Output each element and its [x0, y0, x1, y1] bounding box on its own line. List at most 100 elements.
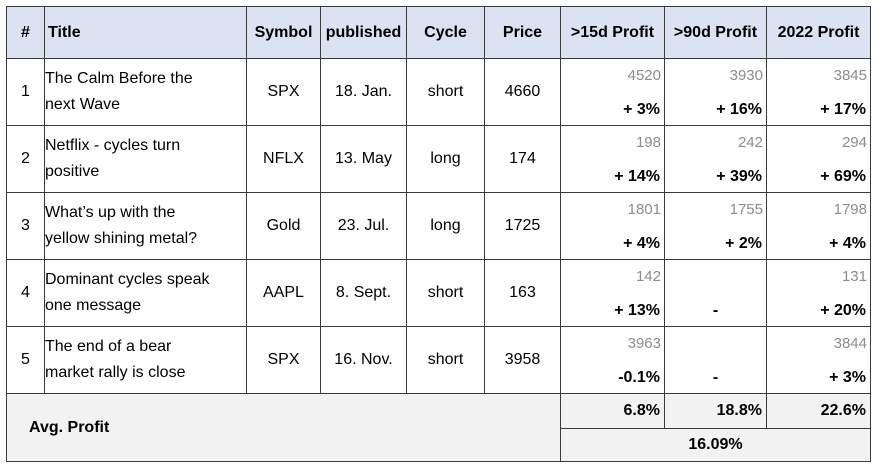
- profit-15d-cell: 198 + 14%: [560, 125, 665, 193]
- row-price: 4660: [484, 58, 561, 126]
- row-title: Dominant cycles speak one message: [44, 259, 247, 327]
- row-price: 1725: [484, 192, 561, 260]
- profit-value: + 17%: [820, 101, 866, 118]
- row-cycle: short: [406, 58, 485, 126]
- profit-value: + 16%: [716, 101, 762, 118]
- header-price: Price: [484, 6, 561, 59]
- reference-price: 3844: [833, 335, 867, 352]
- table-row: 2 Netflix - cycles turn positive NFLX 13.…: [6, 125, 871, 193]
- row-title: The end of a bear market rally is close: [44, 326, 247, 394]
- row-number: 4: [6, 259, 45, 327]
- reference-price: 142: [635, 268, 661, 285]
- reference-price: 242: [737, 134, 763, 151]
- header-profit-90d: >90d Profit: [664, 6, 767, 59]
- reference-price: 3963: [627, 335, 661, 352]
- row-title: The Calm Before the next Wave: [44, 58, 247, 126]
- header-row: # Title Symbol published Cycle Price >15…: [6, 6, 871, 59]
- row-symbol: SPX: [246, 326, 321, 394]
- profit-value: -: [712, 369, 719, 386]
- profit-value: + 2%: [725, 235, 762, 252]
- title-line: positive: [45, 163, 100, 180]
- profit-value: -0.1%: [618, 369, 660, 386]
- profit-value: + 20%: [820, 302, 866, 319]
- row-title: What’s up with the yellow shining metal?: [44, 192, 247, 260]
- row-symbol: Gold: [246, 192, 321, 260]
- reference-price: 3930: [729, 67, 763, 84]
- reference-price: [666, 328, 766, 354]
- header-symbol: Symbol: [246, 6, 321, 59]
- reference-price: 198: [635, 134, 661, 151]
- profit-2022-cell: 1798 + 4%: [766, 192, 871, 260]
- profit-value: + 13%: [614, 302, 660, 319]
- reference-price: 131: [841, 268, 867, 285]
- reference-price: [666, 261, 766, 287]
- reference-price: 1798: [833, 201, 867, 218]
- profit-90d-cell: -: [664, 326, 767, 394]
- title-line: The Calm Before the: [45, 70, 193, 87]
- header-published: published: [320, 6, 407, 59]
- row-cycle: short: [406, 326, 485, 394]
- row-number: 1: [6, 58, 45, 126]
- profit-15d-cell: 4520 + 3%: [560, 58, 665, 126]
- row-cycle: short: [406, 259, 485, 327]
- profit-2022-cell: 3844 + 3%: [766, 326, 871, 394]
- reference-price: 4520: [627, 67, 661, 84]
- profit-2022-cell: 131 + 20%: [766, 259, 871, 327]
- profit-value: + 4%: [829, 235, 866, 252]
- title-line: The end of a bear: [45, 338, 172, 355]
- table-row: 1 The Calm Before the next Wave SPX 18. J…: [6, 58, 871, 126]
- profit-value: -: [712, 302, 719, 319]
- row-cycle: long: [406, 192, 485, 260]
- row-symbol: SPX: [246, 58, 321, 126]
- row-number: 5: [6, 326, 45, 394]
- row-cycle: long: [406, 125, 485, 193]
- title-line: next Wave: [45, 96, 121, 113]
- profit-2022-cell: 3845 + 17%: [766, 58, 871, 126]
- table-row: 5 The end of a bear market rally is close…: [6, 326, 871, 394]
- row-published: 13. May: [320, 125, 407, 193]
- row-price: 163: [484, 259, 561, 327]
- row-price: 3958: [484, 326, 561, 394]
- profit-90d-cell: 242 + 39%: [664, 125, 767, 193]
- profit-15d-cell: 142 + 13%: [560, 259, 665, 327]
- avg-total-row: 16.09%: [7, 428, 871, 462]
- row-published: 18. Jan.: [320, 58, 407, 126]
- avg-profit-total: 16.09%: [560, 428, 871, 462]
- row-published: 16. Nov.: [320, 326, 407, 394]
- profit-15d-cell: 1801 + 4%: [560, 192, 665, 260]
- header-num: #: [6, 6, 45, 59]
- title-line: Dominant cycles speak: [45, 271, 210, 288]
- avg-profit-label: Avg. Profit: [6, 393, 561, 462]
- row-symbol: NFLX: [246, 125, 321, 193]
- avg-profit-90d: 18.8%: [664, 393, 767, 429]
- profit-value: + 3%: [829, 369, 866, 386]
- title-line: Netflix - cycles turn: [45, 137, 181, 154]
- reference-price: 294: [841, 134, 867, 151]
- reference-price: 1801: [627, 201, 661, 218]
- profit-90d-cell: 3930 + 16%: [664, 58, 767, 126]
- profit-15d-cell: 3963 -0.1%: [560, 326, 665, 394]
- row-published: 8. Sept.: [320, 259, 407, 327]
- profit-value: + 69%: [820, 168, 866, 185]
- table-row: 4 Dominant cycles speak one message AAPL …: [6, 259, 871, 327]
- profit-value: + 3%: [623, 101, 660, 118]
- profit-value: + 39%: [716, 168, 762, 185]
- row-title: Netflix - cycles turn positive: [44, 125, 247, 193]
- reference-price: 1755: [729, 201, 763, 218]
- row-published: 23. Jul.: [320, 192, 407, 260]
- avg-row: Avg. Profit 6.8% 18.8% 22.6%: [6, 393, 871, 462]
- avg-profit-15d: 6.8%: [560, 393, 665, 429]
- title-line: yellow shining metal?: [45, 230, 198, 247]
- profit-value: + 14%: [614, 168, 660, 185]
- row-price: 174: [484, 125, 561, 193]
- header-cycle: Cycle: [406, 6, 485, 59]
- row-number: 2: [6, 125, 45, 193]
- profit-2022-cell: 294 + 69%: [766, 125, 871, 193]
- header-profit-2022: 2022 Profit: [766, 6, 871, 59]
- title-line: What’s up with the: [45, 204, 176, 221]
- table-row: 3 What’s up with the yellow shining metal…: [6, 192, 871, 260]
- reference-price: 3845: [833, 67, 867, 84]
- avg-profit-2022: 22.6%: [766, 393, 871, 429]
- profit-90d-cell: -: [664, 259, 767, 327]
- profit-table: # Title Symbol published Cycle Price >15…: [6, 6, 871, 462]
